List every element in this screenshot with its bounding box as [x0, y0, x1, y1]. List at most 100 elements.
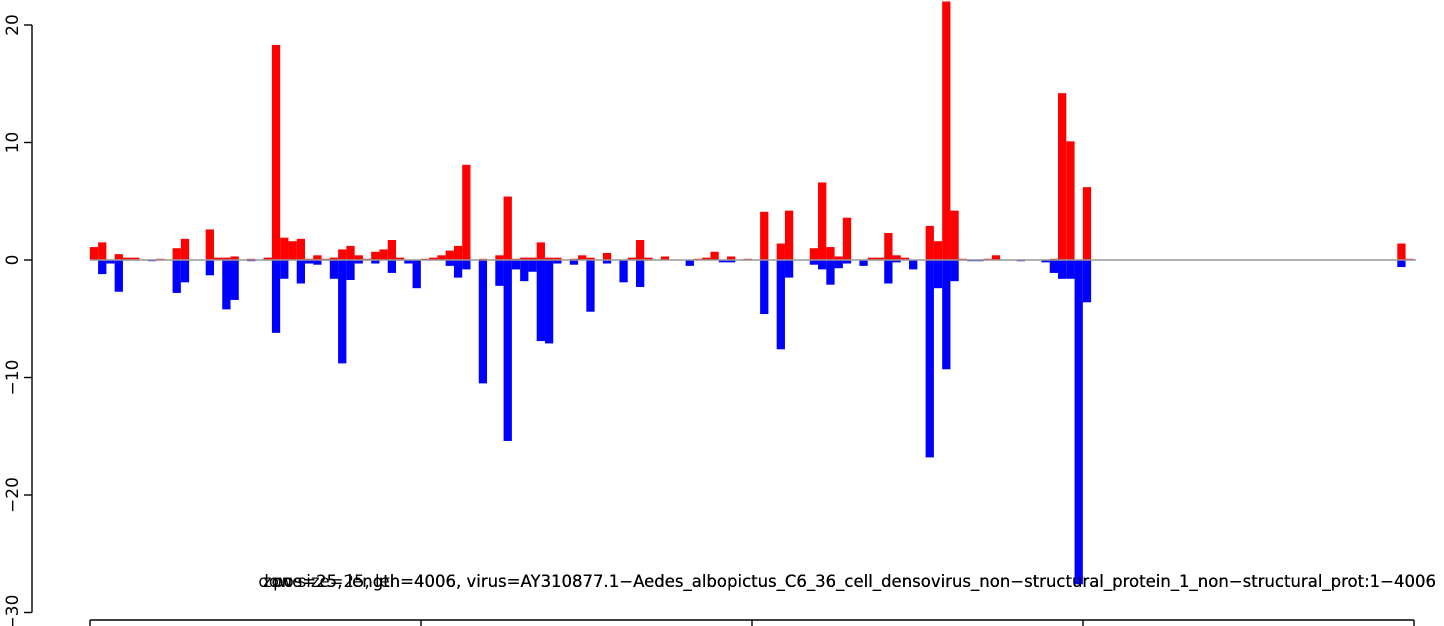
negative-bar-1-18	[354, 260, 363, 264]
positive-bar-0-41	[528, 257, 537, 260]
positive-bar-0-15	[280, 237, 289, 260]
positive-bar-0-35	[462, 164, 471, 260]
positive-bar-0-68	[884, 232, 893, 260]
y-tick-label: 0	[3, 255, 23, 266]
negative-bar-1-49	[834, 260, 843, 269]
positive-bar-0-33	[445, 250, 454, 260]
overlay-label-0: dow size=25, len=4006, virus=AY310877.1−…	[258, 572, 1436, 592]
negative-bar-1-32	[536, 260, 545, 342]
negative-bar-1-29	[511, 260, 521, 270]
positive-bar-0-60	[784, 210, 794, 260]
negative-bar-1-65	[1066, 260, 1075, 279]
negative-bar-1-58	[950, 260, 959, 282]
positive-bar-0-56	[727, 256, 736, 260]
negative-bar-1-55	[925, 260, 934, 458]
positive-bar-0-31	[429, 257, 438, 260]
overlay-label-1: pos=25, length=4006, virus=AY310877.1−Ae…	[273, 572, 1436, 592]
negative-bar-1-5	[180, 260, 190, 283]
positive-bar-0-2	[114, 254, 123, 261]
positive-bar-0-6	[172, 248, 181, 260]
negative-bar-1-37	[602, 260, 612, 264]
positive-bar-0-9	[213, 257, 223, 260]
negative-bar-1-31	[528, 260, 537, 272]
positive-bar-0-3	[122, 257, 132, 260]
negative-bar-1-52	[884, 260, 893, 284]
negative-bar-1-20	[387, 260, 397, 273]
positive-bar-0-51	[644, 257, 653, 260]
positive-bar-0-48	[602, 252, 612, 260]
negative-bar-1-0	[98, 260, 107, 275]
positive-bar-0-58	[760, 211, 769, 260]
y-axis: −30 −20 −10 0 10 20	[3, 14, 33, 626]
negative-bar-1-26	[478, 260, 488, 384]
y-tick-label: 20	[3, 14, 23, 36]
negative-bar-1-44	[776, 260, 785, 350]
y-tick-label: −30	[3, 595, 23, 626]
negative-bar-1-8	[230, 260, 239, 300]
negative-bar-1-23	[445, 260, 454, 266]
positive-bar-0-19	[313, 255, 322, 260]
y-tick-label: −10	[3, 360, 23, 396]
negative-bar-1-50	[842, 260, 852, 264]
negative-bar-1-14	[313, 260, 322, 265]
positive-bar-0-49	[627, 257, 636, 260]
positive-bar-0-43	[544, 257, 554, 260]
positive-bar-0-59	[776, 243, 785, 260]
negative-bar-1-40	[685, 260, 694, 266]
positive-bar-0-80	[1066, 141, 1075, 260]
positive-bar-0-40	[520, 257, 529, 260]
negative-bar-1-10	[271, 260, 281, 333]
positive-bar-0-54	[702, 257, 711, 260]
positive-bar-0-21	[329, 257, 339, 260]
positive-bar-0-38	[503, 196, 512, 260]
negative-bar-1-1	[106, 260, 115, 264]
negative-bar-1-30	[520, 260, 529, 282]
positive-bar-0-50	[635, 240, 645, 260]
negative-bar-1-54	[909, 260, 918, 270]
positive-bar-0-62	[818, 182, 827, 260]
negative-bar-1-43	[760, 260, 769, 315]
positive-bar-0-32	[437, 255, 446, 260]
negative-bar-1-27	[495, 260, 504, 286]
negative-bar-1-35	[569, 260, 579, 265]
positive-bar-0-42	[536, 242, 545, 261]
positive-bar-0-67	[875, 257, 885, 260]
positive-bar-0-14	[271, 44, 281, 260]
positive-bar-0-0	[89, 247, 99, 260]
negative-bar-1-41	[718, 260, 728, 263]
positive-bar-0-22	[338, 249, 347, 261]
positive-bar-0-77	[991, 255, 1001, 260]
negative-bar-1-56	[933, 260, 943, 289]
positive-bar-0-71	[925, 225, 934, 260]
positive-bar-0-46	[578, 255, 587, 260]
y-tick-label: 10	[3, 132, 23, 154]
negative-bar-1-46	[809, 260, 819, 265]
negative-bar-1-6	[205, 260, 214, 276]
negative-bar-1-15	[329, 260, 339, 279]
positive-bar-0-26	[371, 251, 380, 260]
negative-bar-1-38	[619, 260, 628, 283]
x-axis	[89, 619, 1415, 626]
positive-bar-0-37	[495, 255, 504, 260]
negative-bar-1-11	[280, 260, 289, 279]
positive-bar-0-7	[180, 238, 190, 260]
negative-bar-1-19	[371, 260, 380, 264]
negative-bar-1-67	[1082, 260, 1092, 303]
positive-bar-0-47	[586, 257, 595, 260]
negative-bar-1-45	[784, 260, 794, 278]
overlay-labels: dow size=25, len=4006, virus=AY310877.1−…	[258, 572, 1436, 592]
negative-bar-1-17	[346, 260, 355, 280]
positive-bar-0-66	[867, 257, 876, 260]
negative-bar-1-64	[1058, 260, 1067, 279]
positive-bar-0-72	[933, 241, 943, 260]
negative-bar-1-62	[1041, 260, 1050, 263]
positive-bar-0-65	[842, 217, 852, 260]
negative-bar-1-25	[462, 260, 471, 270]
negative-bar-1-57	[942, 260, 951, 370]
positive-bar-0-52	[660, 256, 670, 260]
positive-bar-0-17	[296, 238, 305, 260]
negative-bar-1-16	[338, 260, 347, 364]
positive-bar-0-64	[834, 256, 843, 260]
negative-bar-1-47	[818, 260, 827, 270]
